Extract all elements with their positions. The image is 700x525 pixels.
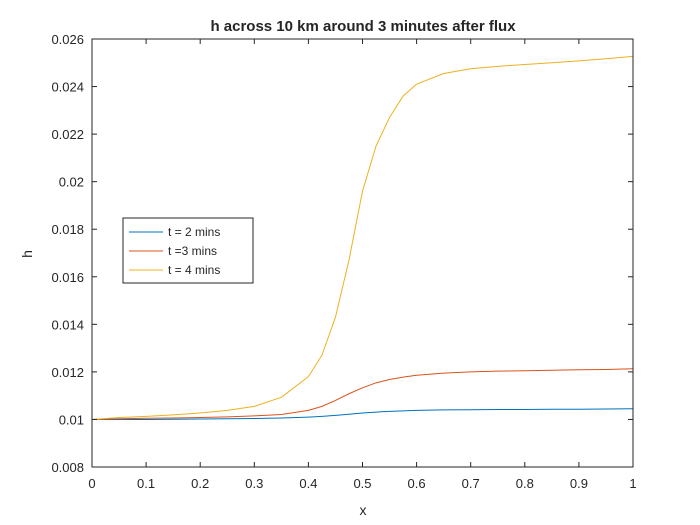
x-axis-label: x: [360, 502, 367, 518]
x-tick-label: 0.1: [137, 476, 155, 491]
x-tick-label: 0.7: [462, 476, 480, 491]
legend-label-3: t = 4 mins: [168, 263, 220, 277]
y-tick-label: 0.024: [51, 80, 84, 95]
legend: t = 2 mins t =3 mins t = 4 mins: [122, 217, 254, 284]
legend-label-2: t =3 mins: [168, 244, 217, 258]
x-tick-label: 0.5: [353, 476, 371, 491]
series-line-1: [92, 408, 634, 420]
y-tick-label: 0.012: [51, 365, 84, 380]
x-tick-label: 0.2: [191, 476, 209, 491]
y-tick-label: 0.02: [59, 175, 84, 190]
series-line-3: [91, 55, 634, 420]
x-tick-label: 0.4: [299, 476, 317, 491]
y-tick-label: 0.022: [51, 127, 84, 142]
y-tick-label: 0.01: [59, 412, 84, 427]
x-tick-label: 0.9: [570, 476, 588, 491]
y-tick-label: 0.008: [51, 460, 84, 475]
y-axis-label: h: [19, 250, 35, 258]
x-tick-label: 1: [629, 476, 636, 491]
y-tick-label: 0.018: [51, 222, 84, 237]
x-tick-label: 0: [88, 476, 95, 491]
x-tick-label: 0.8: [516, 476, 534, 491]
series-line-2: [91, 368, 634, 420]
y-tick-label: 0.026: [51, 32, 84, 47]
legend-label-1: t = 2 mins: [168, 225, 220, 239]
y-tick-label: 0.016: [51, 270, 84, 285]
chart-title: h across 10 km around 3 minutes after fl…: [210, 18, 516, 35]
y-tick-label: 0.014: [51, 317, 84, 332]
x-tick-label: 0.3: [245, 476, 263, 491]
x-tick-label: 0.6: [408, 476, 426, 491]
